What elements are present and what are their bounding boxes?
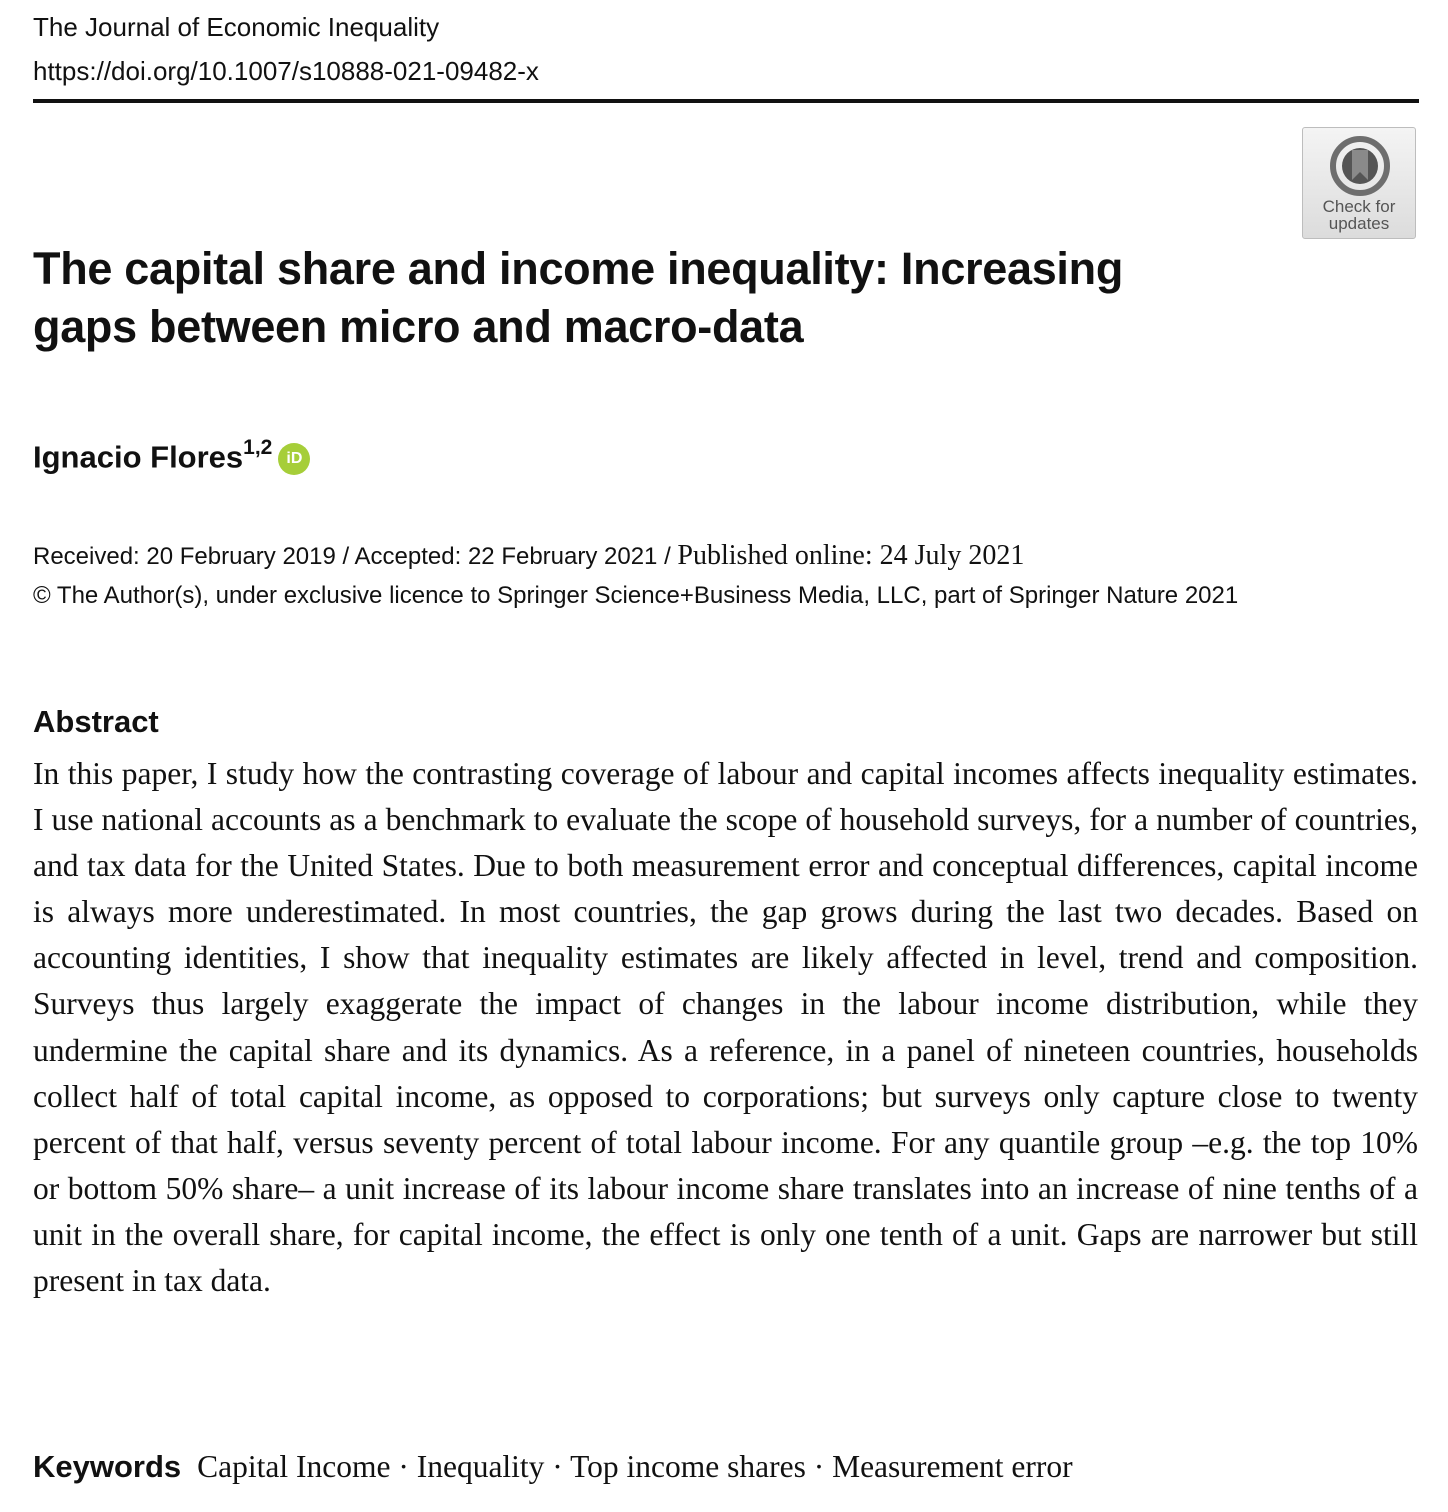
- abstract-heading: Abstract: [33, 704, 159, 739]
- author-affiliations: 1,2: [243, 436, 273, 459]
- author-line: Ignacio Flores1,2 iD: [33, 425, 311, 482]
- date-separator: /: [335, 543, 355, 570]
- orcid-icon[interactable]: iD: [278, 443, 311, 476]
- date-separator: /: [657, 543, 678, 570]
- article-dates: Received: 20 February 2019 / Accepted: 2…: [33, 538, 1024, 575]
- accepted-date: Accepted: 22 February 2021: [354, 543, 658, 570]
- header-rule: [33, 99, 1419, 103]
- article-title: The capital share and income inequality:…: [33, 243, 1124, 352]
- keywords-line: Keywords Capital Income · Inequality · To…: [33, 1444, 1073, 1496]
- keywords-list: Capital Income · Inequality · Top income…: [197, 1449, 1073, 1484]
- published-date: Published online: 24 July 2021: [677, 540, 1025, 571]
- keywords-label: Keywords: [33, 1449, 182, 1484]
- abstract-text: In this paper, I study how the contrasti…: [33, 756, 1418, 1299]
- crossmark-icon: [1330, 136, 1390, 196]
- check-for-updates-button[interactable]: Check for updates: [1302, 127, 1416, 239]
- author-name[interactable]: Ignacio Flores: [33, 439, 244, 475]
- journal-name: The Journal of Economic Inequality: [33, 12, 440, 42]
- doi-link[interactable]: https://doi.org/10.1007/s10888-021-09482…: [33, 56, 539, 86]
- check-for-updates-label: Check for updates: [1322, 197, 1396, 233]
- copyright-notice: © The Author(s), under exclusive licence…: [33, 582, 1239, 609]
- received-date: Received: 20 February 2019: [33, 543, 336, 570]
